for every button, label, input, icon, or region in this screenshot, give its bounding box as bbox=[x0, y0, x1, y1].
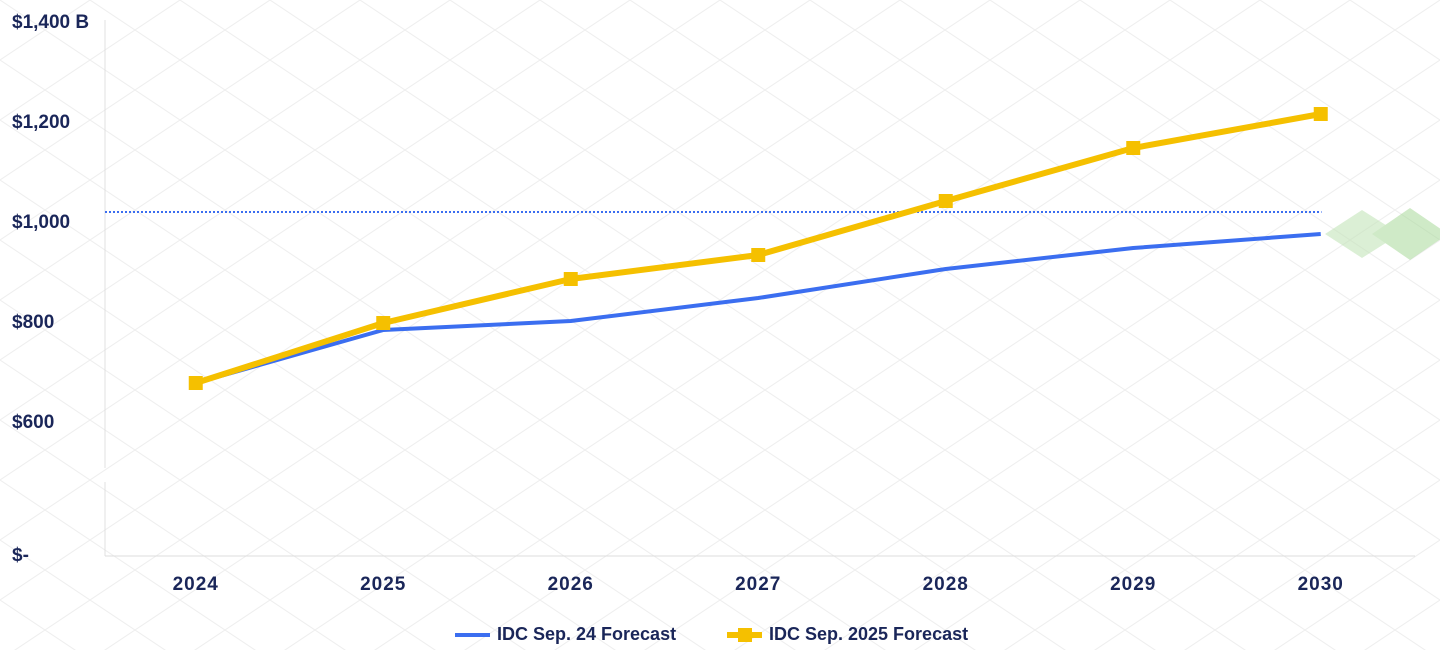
y-tick-label: $- bbox=[12, 545, 29, 566]
x-tick-label: 2027 bbox=[735, 574, 781, 595]
marker bbox=[376, 316, 391, 330]
x-tick-label: 2024 bbox=[173, 574, 219, 595]
x-tick-label: 2030 bbox=[1298, 574, 1344, 595]
legend-label: IDC Sep. 24 Forecast bbox=[497, 624, 676, 644]
x-tick-label: 2026 bbox=[548, 574, 594, 595]
x-tick-label: 2028 bbox=[923, 574, 969, 595]
legend-marker bbox=[738, 628, 752, 642]
legend-label: IDC Sep. 2025 Forecast bbox=[769, 624, 968, 644]
marker bbox=[751, 248, 766, 262]
marker bbox=[563, 272, 578, 286]
decoration bbox=[1325, 208, 1440, 260]
x-tick-label: 2029 bbox=[1110, 574, 1156, 595]
marker bbox=[1126, 141, 1141, 155]
y-tick-label: $1,400 B bbox=[12, 12, 89, 33]
y-tick-label: $600 bbox=[12, 412, 54, 433]
x-tick-label: 2025 bbox=[360, 574, 406, 595]
y-tick-label: $800 bbox=[12, 312, 54, 333]
y-tick-label: $1,000 bbox=[12, 212, 70, 233]
marker bbox=[1313, 107, 1328, 121]
marker bbox=[188, 376, 203, 390]
marker bbox=[938, 194, 953, 208]
y-tick-label: $1,200 bbox=[12, 112, 70, 133]
